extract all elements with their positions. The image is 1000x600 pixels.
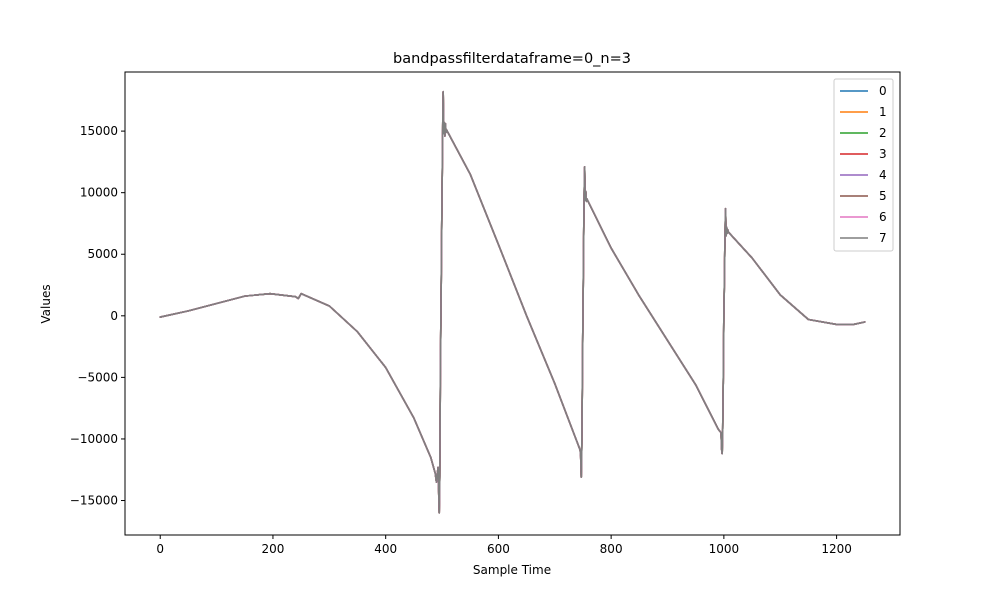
legend-label-6: 6 — [879, 210, 887, 224]
legend-box — [833, 78, 894, 252]
plot-frame — [124, 71, 901, 536]
y-tick-label: −15000 — [70, 494, 118, 508]
series-line-7 — [159, 90, 866, 514]
y-tick-label: −5000 — [77, 370, 118, 384]
x-tick-label: 0 — [156, 542, 164, 556]
x-tick-label: 1200 — [821, 542, 852, 556]
legend-label-2: 2 — [879, 126, 887, 140]
legend-label-7: 7 — [879, 231, 887, 245]
x-axis-label: Sample Time — [473, 563, 551, 577]
y-tick-label: 10000 — [80, 186, 118, 200]
legend-label-0: 0 — [879, 84, 887, 98]
legend-label-3: 3 — [879, 147, 887, 161]
y-tick-label: 15000 — [80, 124, 118, 138]
y-axis: −15000 −10000 −5000 0 5000 10000 15000 — [70, 124, 125, 508]
x-tick-label: 200 — [262, 542, 285, 556]
chart-title: bandpassfilterdataframe=0_n=3 — [393, 51, 631, 67]
x-axis: 0 200 400 600 800 1000 1200 — [156, 535, 852, 556]
y-axis-label: Values — [39, 284, 53, 323]
y-tick-label: 5000 — [87, 247, 118, 261]
y-tick-label: 0 — [110, 309, 118, 323]
legend-label-5: 5 — [879, 189, 887, 203]
legend: 0 1 2 3 4 5 6 7 — [833, 78, 894, 252]
x-tick-label: 600 — [487, 542, 510, 556]
series-lines — [159, 90, 866, 514]
x-tick-label: 800 — [600, 542, 623, 556]
x-tick-label: 1000 — [709, 542, 740, 556]
legend-label-1: 1 — [879, 105, 887, 119]
y-tick-label: −10000 — [70, 432, 118, 446]
legend-label-4: 4 — [879, 168, 887, 182]
x-tick-label: 400 — [374, 542, 397, 556]
